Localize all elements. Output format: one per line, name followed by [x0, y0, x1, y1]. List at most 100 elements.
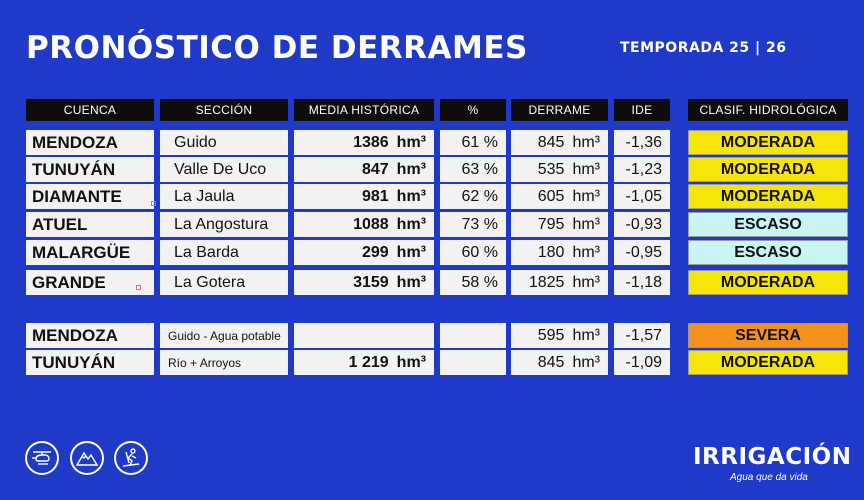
unit-label: hm³: [572, 215, 600, 233]
cell-derrame: 845 hm³: [511, 130, 608, 155]
media-value: 1 219: [348, 353, 389, 371]
unit-label: hm³: [396, 353, 426, 371]
cell-cuenca: MENDOZA: [26, 323, 154, 348]
cell-ide: -1,05: [614, 184, 670, 209]
cell-ide: -1,09: [614, 350, 670, 375]
unit-label: hm³: [572, 187, 600, 205]
cell-pct: 63 %: [440, 157, 506, 182]
cell-pct: 73 %: [440, 212, 506, 237]
cell-pct: 61 %: [440, 130, 506, 155]
cell-media: 847 hm³: [294, 157, 434, 182]
unit-label: hm³: [396, 273, 426, 291]
cell-media: 1386 hm³: [294, 130, 434, 155]
marker-dot: [136, 285, 141, 290]
page-title: PRONÓSTICO DE DERRAMES: [26, 30, 528, 66]
unit-label: hm³: [572, 273, 600, 291]
cell-cuenca: ATUEL: [26, 212, 154, 237]
cell-ide: -1,36: [614, 130, 670, 155]
cell-media: 1088 hm³: [294, 212, 434, 237]
unit-label: hm³: [396, 160, 426, 178]
header-clasif: CLASIF. HIDROLÓGICA: [688, 99, 848, 121]
cell-ide: -1,23: [614, 157, 670, 182]
unit-label: hm³: [396, 187, 426, 205]
cell-derrame: 605 hm³: [511, 184, 608, 209]
cell-media: 981 hm³: [294, 184, 434, 209]
header-cuenca: CUENCA: [26, 99, 154, 121]
cell-clasif: MODERADA: [688, 350, 848, 375]
logo-tagline: Agua que da vida: [730, 472, 808, 483]
unit-label: hm³: [572, 243, 600, 261]
cell-clasif: MODERADA: [688, 270, 848, 295]
cell-pct: [440, 323, 506, 348]
cell-cuenca: DIAMANTE: [26, 184, 154, 209]
season-label: TEMPORADA 25 | 26: [620, 40, 787, 56]
media-value: 981: [361, 187, 389, 205]
media-value: 3159: [353, 273, 389, 291]
mountains-icon: [70, 441, 104, 475]
header-ide: IDE: [614, 99, 670, 121]
cell-ide: -0,93: [614, 212, 670, 237]
cell-seccion: La Jaula: [160, 184, 288, 209]
derrame-value: 605: [537, 187, 565, 205]
cell-clasif: ESCASO: [688, 240, 848, 265]
cell-seccion: La Angostura: [160, 212, 288, 237]
derrame-value: 1825: [528, 273, 565, 291]
cell-ide: -1,57: [614, 323, 670, 348]
cell-derrame: 595 hm³: [511, 323, 608, 348]
cell-pct: 62 %: [440, 184, 506, 209]
cell-clasif: ESCASO: [688, 212, 848, 237]
cell-derrame: 535 hm³: [511, 157, 608, 182]
cell-media: 299 hm³: [294, 240, 434, 265]
unit-label: hm³: [572, 353, 600, 371]
unit-label: hm³: [396, 133, 426, 151]
cell-media: 3159 hm³: [294, 270, 434, 295]
cell-seccion: Valle De Uco: [160, 157, 288, 182]
unit-label: hm³: [572, 160, 600, 178]
unit-label: hm³: [396, 215, 426, 233]
derrame-value: 595: [537, 326, 565, 344]
unit-label: hm³: [572, 326, 600, 344]
cell-cuenca: TUNUYÁN: [26, 157, 154, 182]
cell-clasif: MODERADA: [688, 157, 848, 182]
derrame-value: 535: [537, 160, 565, 178]
cell-cuenca: MENDOZA: [26, 130, 154, 155]
cell-derrame: 180 hm³: [511, 240, 608, 265]
cell-seccion: Guido: [160, 130, 288, 155]
cell-pct: [440, 350, 506, 375]
media-value: 1088: [353, 215, 389, 233]
header-pct: %: [440, 99, 506, 121]
irrigacion-logo: IRRIGACIÓN: [693, 444, 852, 470]
cell-clasif: SEVERA: [688, 323, 848, 348]
media-value: 299: [361, 243, 389, 261]
cell-cuenca: MALARGÜE: [26, 240, 154, 265]
cell-cuenca: TUNUYÁN: [26, 350, 154, 375]
header-derrame: DERRAME: [511, 99, 608, 121]
derrame-value: 795: [537, 215, 565, 233]
helicopter-icon: [25, 441, 59, 475]
derrame-value: 845: [537, 353, 565, 371]
cell-seccion: Guido - Agua potable: [160, 323, 288, 348]
marker-dot: [151, 201, 156, 206]
cell-clasif: MODERADA: [688, 184, 848, 209]
cell-cuenca: GRANDE: [26, 270, 154, 295]
cell-seccion: Río + Arroyos: [160, 350, 288, 375]
media-value: 847: [361, 160, 389, 178]
unit-label: hm³: [572, 133, 600, 151]
cell-derrame: 1825 hm³: [511, 270, 608, 295]
header-media: MEDIA HISTÓRICA: [294, 99, 434, 121]
media-value: 1386: [353, 133, 389, 151]
cell-ide: -1,18: [614, 270, 670, 295]
cell-derrame: 845 hm³: [511, 350, 608, 375]
cell-pct: 60 %: [440, 240, 506, 265]
cell-seccion: La Barda: [160, 240, 288, 265]
cell-seccion: La Gotera: [160, 270, 288, 295]
cell-pct: 58 %: [440, 270, 506, 295]
cell-media: [294, 323, 434, 348]
skier-icon: [114, 441, 148, 475]
header-seccion: SECCIÓN: [160, 99, 288, 121]
derrame-value: 180: [537, 243, 565, 261]
cell-derrame: 795 hm³: [511, 212, 608, 237]
unit-label: hm³: [396, 243, 426, 261]
cell-media: 1 219 hm³: [294, 350, 434, 375]
cell-clasif: MODERADA: [688, 130, 848, 155]
